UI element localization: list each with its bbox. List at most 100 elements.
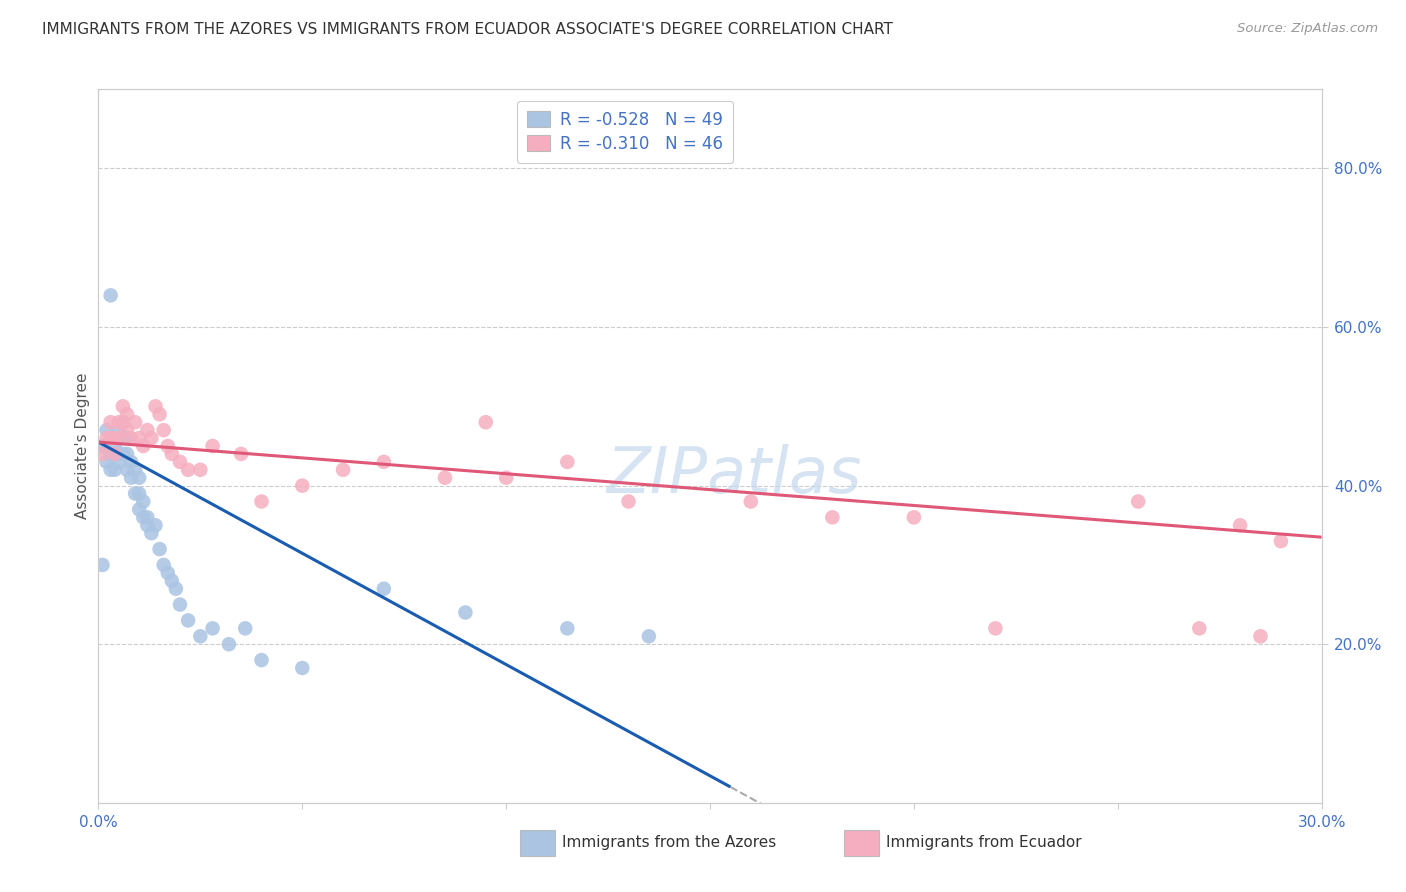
Point <box>1229 518 1251 533</box>
Point <box>115 431 138 445</box>
Point <box>100 415 122 429</box>
Point <box>149 407 172 421</box>
Point <box>145 518 167 533</box>
Point <box>108 455 131 469</box>
Point <box>124 486 146 500</box>
Text: ZIPatlas: ZIPatlas <box>607 443 862 506</box>
Point <box>231 447 253 461</box>
Point <box>1249 629 1271 643</box>
Point <box>984 621 1007 635</box>
Point <box>557 455 579 469</box>
Point <box>124 415 146 429</box>
Point <box>821 510 844 524</box>
Point <box>120 471 142 485</box>
Point <box>169 598 191 612</box>
Point <box>1128 494 1150 508</box>
Point <box>108 431 131 445</box>
Point <box>104 447 127 461</box>
Point <box>124 463 146 477</box>
Text: Immigrants from the Azores: Immigrants from the Azores <box>562 836 776 850</box>
Point <box>91 558 114 572</box>
Text: Source: ZipAtlas.com: Source: ZipAtlas.com <box>1237 22 1378 36</box>
Point <box>740 494 762 508</box>
Point <box>169 455 191 469</box>
Point <box>111 431 134 445</box>
Point <box>96 455 118 469</box>
Point <box>128 471 150 485</box>
Point <box>1188 621 1211 635</box>
Point <box>115 447 138 461</box>
Point <box>201 621 224 635</box>
Point <box>100 463 122 477</box>
Point <box>165 582 187 596</box>
Point <box>434 471 457 485</box>
Point <box>332 463 354 477</box>
Point <box>291 478 314 492</box>
Point <box>177 463 200 477</box>
Point <box>495 471 517 485</box>
Point <box>250 653 273 667</box>
Point <box>111 400 134 414</box>
Point <box>218 637 240 651</box>
Point <box>617 494 640 508</box>
Point <box>108 415 131 429</box>
Point <box>149 542 172 557</box>
Point <box>188 629 212 643</box>
Point <box>132 439 155 453</box>
Point <box>152 423 174 437</box>
Y-axis label: Associate's Degree: Associate's Degree <box>75 373 90 519</box>
Point <box>115 407 138 421</box>
Text: Immigrants from Ecuador: Immigrants from Ecuador <box>886 836 1081 850</box>
Point <box>91 439 114 453</box>
Point <box>104 431 127 445</box>
Point <box>132 494 155 508</box>
Point <box>373 455 395 469</box>
Legend: R = -0.528   N = 49, R = -0.310   N = 46: R = -0.528 N = 49, R = -0.310 N = 46 <box>516 101 733 163</box>
Point <box>141 526 163 541</box>
Point <box>115 463 138 477</box>
Point <box>128 502 150 516</box>
Point <box>132 510 155 524</box>
Point <box>177 614 200 628</box>
Point <box>152 558 174 572</box>
Point <box>111 415 134 429</box>
Point <box>111 447 134 461</box>
Point <box>903 510 925 524</box>
Point <box>96 431 118 445</box>
Point <box>136 518 159 533</box>
Point <box>136 510 159 524</box>
Point <box>638 629 661 643</box>
Point <box>104 447 127 461</box>
Point <box>104 439 127 453</box>
Point <box>96 423 118 437</box>
Point <box>1270 534 1292 549</box>
Point <box>557 621 579 635</box>
Point <box>233 621 256 635</box>
Point <box>104 463 127 477</box>
Point <box>188 463 212 477</box>
Text: IMMIGRANTS FROM THE AZORES VS IMMIGRANTS FROM ECUADOR ASSOCIATE'S DEGREE CORRELA: IMMIGRANTS FROM THE AZORES VS IMMIGRANTS… <box>42 22 893 37</box>
Point <box>108 423 131 437</box>
Point <box>128 486 150 500</box>
Point <box>108 431 131 445</box>
Point <box>91 447 114 461</box>
Point <box>145 400 167 414</box>
Point <box>115 423 138 437</box>
Point <box>160 574 183 588</box>
Point <box>201 439 224 453</box>
Point <box>373 582 395 596</box>
Point <box>474 415 498 429</box>
Point <box>128 431 150 445</box>
Point <box>100 431 122 445</box>
Point <box>156 566 179 580</box>
Point <box>120 455 142 469</box>
Point <box>156 439 179 453</box>
Point <box>291 661 314 675</box>
Point <box>250 494 273 508</box>
Point <box>160 447 183 461</box>
Point <box>100 447 122 461</box>
Point <box>454 606 477 620</box>
Point <box>111 415 134 429</box>
Point <box>136 423 159 437</box>
Point <box>141 431 163 445</box>
